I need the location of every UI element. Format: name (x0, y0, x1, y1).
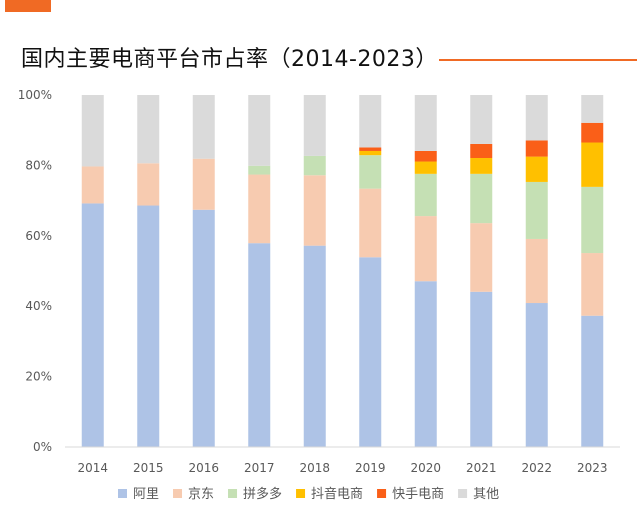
x-tick-label: 2022 (521, 461, 552, 475)
legend-item: 京东 (173, 487, 214, 502)
x-tick-label: 2017 (244, 461, 275, 475)
legend-swatch (377, 489, 387, 498)
bar-segment (248, 243, 271, 447)
bar-segment (303, 95, 326, 156)
chart-title: 国内主要电商平台市占率（2014-2023） (21, 47, 438, 72)
bar-segment (581, 95, 604, 123)
bar-segment (470, 143, 493, 159)
bar-segment (192, 95, 215, 159)
bar-segment (359, 257, 382, 447)
x-tick-label: 2014 (77, 461, 108, 475)
bar-segment (192, 209, 215, 447)
x-tick-label: 2016 (188, 461, 219, 475)
bar-segment (470, 223, 493, 292)
x-tick-label: 2019 (355, 461, 386, 475)
legend-swatch (458, 489, 468, 498)
bar-segment (192, 158, 215, 210)
bar-segment (303, 245, 326, 447)
legend-item: 阿里 (118, 487, 159, 502)
bar-segment (303, 175, 326, 246)
x-tick-label: 2018 (299, 461, 330, 475)
header-accent-bar (5, 0, 51, 12)
x-tick-label: 2015 (133, 461, 164, 475)
bar-segment (581, 253, 604, 316)
x-tick-label: 2021 (466, 461, 497, 475)
bar-segment (470, 173, 493, 224)
y-tick-label: 60% (25, 229, 52, 243)
bar-segment (525, 181, 548, 239)
bar-segment (359, 188, 382, 258)
bar-segment (525, 303, 548, 447)
legend-swatch (228, 489, 238, 498)
bar-segment (414, 216, 437, 282)
y-axis: 0% 20% 40% 60% 80% 100% (18, 88, 52, 454)
y-tick-label: 20% (25, 370, 52, 384)
bar-segment (137, 205, 160, 447)
bar-segment (581, 142, 604, 187)
legend-item: 其他 (458, 487, 499, 502)
bar-segment (525, 140, 548, 157)
bar-segment (581, 315, 604, 447)
bar-segment (81, 166, 104, 204)
bar-segment (303, 155, 326, 176)
title-underline-rule (439, 59, 637, 61)
bar-segment (470, 291, 493, 447)
y-tick-label: 80% (25, 158, 52, 172)
bar-segment (525, 95, 548, 141)
x-tick-label: 2023 (577, 461, 608, 475)
bar-segment (414, 281, 437, 447)
legend-item: 抖音电商 (296, 486, 363, 502)
x-axis: 2014 2015 2016 2017 2018 2019 2020 2021 2022 2023 (65, 446, 620, 475)
bar-segment (414, 95, 437, 151)
bar-stacks (81, 95, 604, 447)
legend-label: 拼多多 (243, 486, 282, 502)
legend-label: 京东 (188, 487, 214, 502)
bar-segment (525, 238, 548, 304)
bar-segment (525, 156, 548, 182)
legend: 阿里 京东 拼多多 抖音电商 快手电商 其他 (118, 486, 499, 502)
legend-item: 快手电商 (377, 487, 444, 502)
bar-segment (581, 122, 604, 143)
bar-segment (359, 147, 382, 151)
legend-swatch (296, 489, 306, 498)
bar-segment (248, 95, 271, 166)
legend-label: 阿里 (133, 487, 159, 502)
bar-segment (81, 95, 104, 167)
bar-segment (359, 150, 382, 156)
bar-segment (470, 95, 493, 144)
bar-segment (414, 161, 437, 174)
bar-segment (81, 203, 104, 447)
bar-segment (581, 186, 604, 254)
legend-item: 拼多多 (228, 486, 282, 502)
y-tick-label: 40% (25, 299, 52, 313)
y-tick-label: 100% (18, 88, 52, 102)
bar-segment (359, 155, 382, 189)
legend-label: 抖音电商 (311, 486, 363, 502)
x-tick-label: 2020 (410, 461, 441, 475)
bar-segment (137, 95, 160, 164)
bar-segment (359, 95, 382, 148)
legend-label: 快手电商 (392, 487, 444, 502)
bar-segment (137, 163, 160, 206)
legend-swatch (118, 489, 127, 498)
bar-segment (470, 158, 493, 174)
bar-segment (414, 173, 437, 217)
legend-swatch (173, 489, 183, 498)
bar-segment (248, 174, 271, 244)
bar-segment (414, 150, 437, 162)
legend-label: 其他 (473, 487, 499, 502)
y-tick-label: 0% (33, 440, 52, 454)
bar-segment (248, 165, 271, 175)
